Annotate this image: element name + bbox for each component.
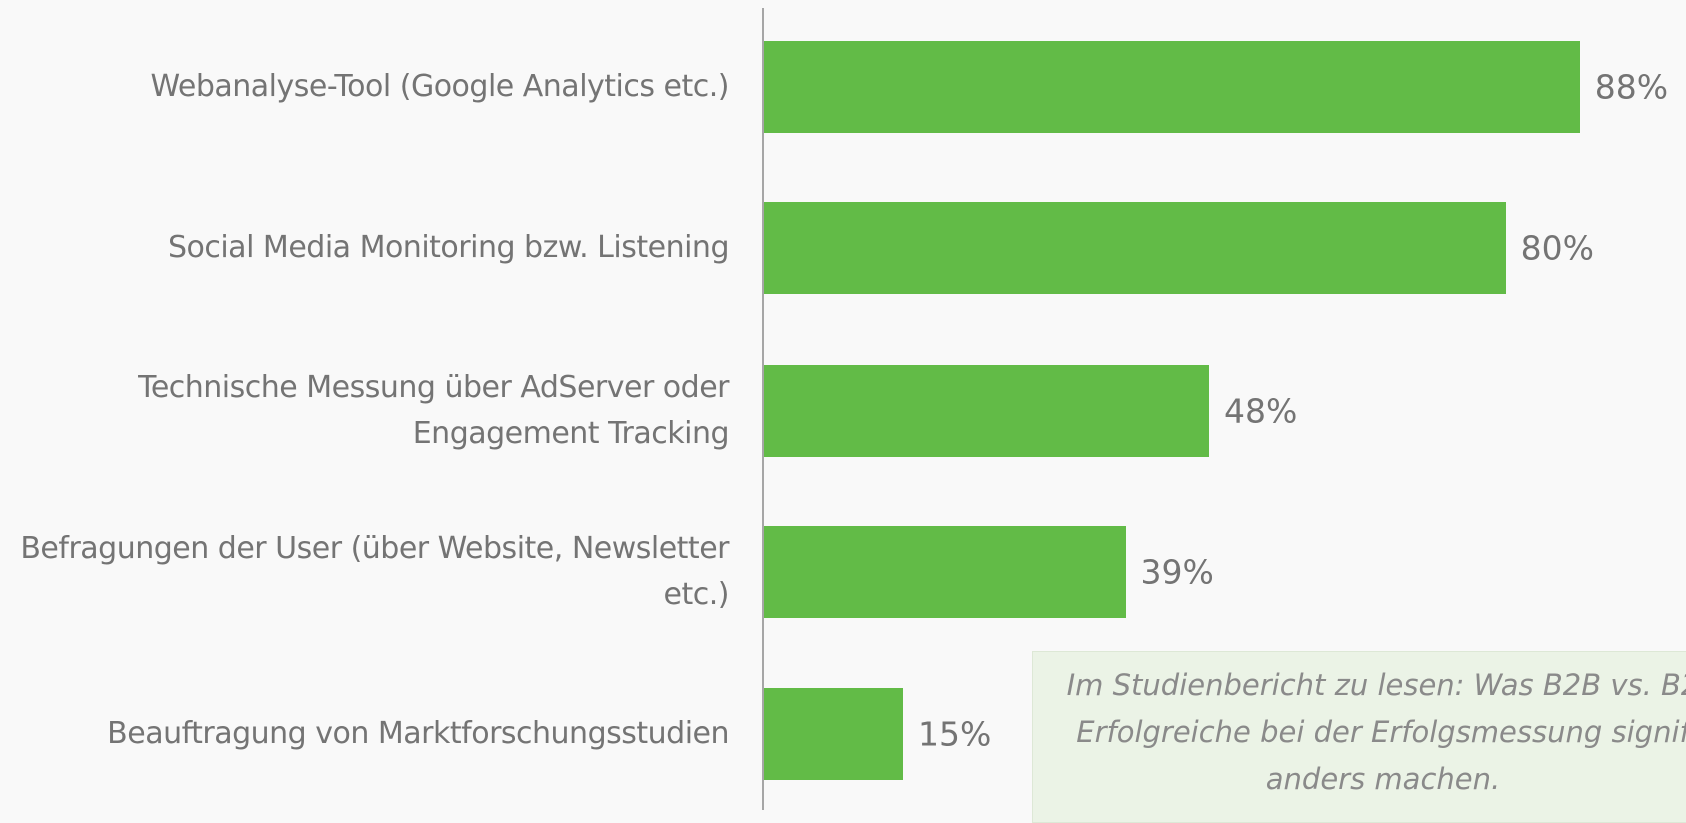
category-label: Technische Messung über AdServer oder En… [138,370,729,451]
value-label: 80% [1520,228,1594,268]
bar [764,202,1506,294]
bar [764,526,1126,618]
category-label: Social Media Monitoring bzw. Listening [167,230,730,265]
value-label: 48% [1223,391,1298,431]
annotation-line: Erfolgreiche bei der Erfolgsmessung sign… [1076,715,1686,749]
annotation-box: Im Studienbericht zu lesen: Was B2B vs. … [1032,651,1686,823]
value-label: 88% [1594,67,1669,107]
category-label: Befragungen der User (über Website, News… [20,531,729,612]
annotation-line: Im Studienbericht zu lesen: Was B2B vs. … [1066,668,1686,702]
annotation-line: anders machen. [1265,762,1501,796]
value-label: 39% [1140,552,1214,592]
category-label: Webanalyse-Tool (Google Analytics etc.) [150,69,730,104]
value-label: 15% [918,714,992,754]
category-label: Beauftragung von Marktforschungsstudien [107,716,729,751]
bar [764,41,1580,133]
bar [764,688,904,780]
category-axis [762,8,764,810]
bar [764,365,1209,457]
